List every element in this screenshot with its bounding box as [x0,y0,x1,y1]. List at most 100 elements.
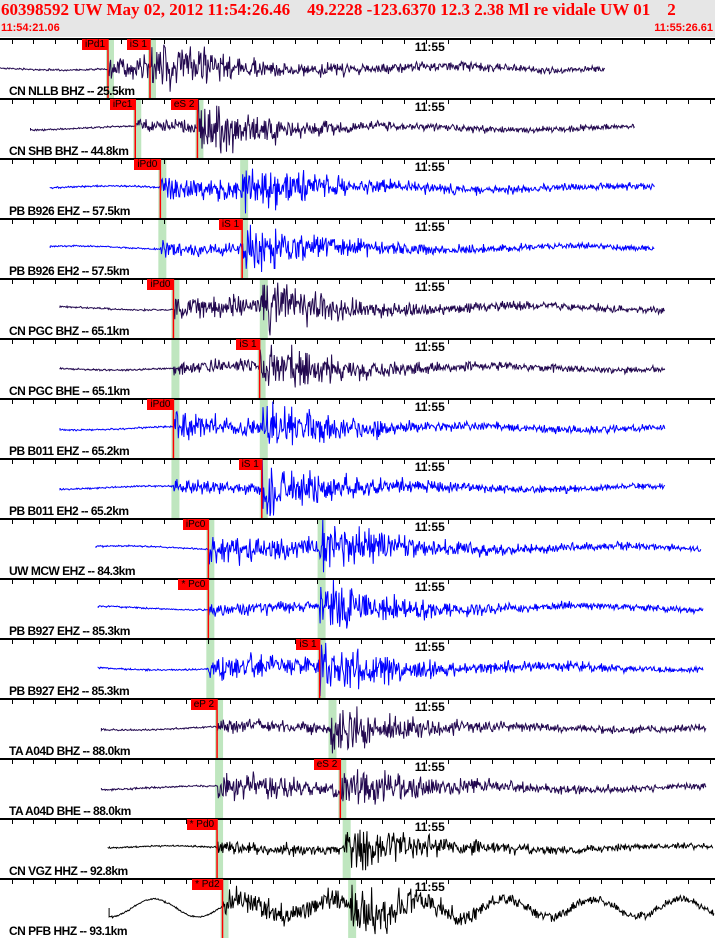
station-label: PB B926 EHZ -- 57.5km [9,204,130,218]
phase-window-band [240,218,249,278]
pick-label[interactable]: iS 1 [296,639,320,650]
phase-window-band [317,638,326,698]
waveform [100,706,707,754]
minute-label: 11:55 [414,700,445,714]
phase-window-band [206,518,215,578]
pick-label[interactable]: eS 2 [313,759,341,770]
minute-label: 11:55 [414,580,445,594]
pick-label[interactable]: iPc0 [182,519,209,530]
trace-row[interactable]: 11:55 CN PFB HHZ -- 93.1km * Pd2 [0,878,715,938]
pick-label[interactable]: iPd0 [134,159,161,170]
waveform [100,769,707,805]
pick-label[interactable]: eS 2 [170,99,198,110]
trace-row[interactable]: 11:55 TA A04D BHZ -- 88.0km eP 2 [0,698,715,758]
station-label: TA A04D BHZ -- 88.0km [9,744,131,758]
station-label: TA A04D BHE -- 88.0km [9,804,131,818]
pick-label[interactable]: eP 2 [190,699,218,710]
minute-label: 11:55 [414,880,445,894]
trace-row[interactable]: 11:55 PB B927 EHZ -- 85.3km * Pc0 [0,578,715,638]
trace-row[interactable]: 11:55 CN NLLB BHZ -- 25.5km iPd1 iS 1 [0,38,715,98]
waveform [49,168,655,214]
pick-label[interactable]: iS 1 [126,39,150,50]
phase-window-band [171,458,180,518]
station-label: CN NLLB BHZ -- 25.5km [9,84,135,98]
window-start-time: 11:54:21.06 [1,22,60,34]
station-label: PB B011 EHZ -- 65.2km [9,444,130,458]
minute-label: 11:55 [414,460,445,474]
minute-label: 11:55 [414,340,445,354]
pick-label[interactable]: * Pd0 [186,819,218,830]
waveform [95,519,702,573]
trace-plot[interactable] [0,158,715,218]
trace-row[interactable]: 11:55 CN PGC BHZ -- 65.1km iPd0 [0,278,715,338]
station-label: PB B926 EH2 -- 57.5km [9,264,130,278]
station-label: PB B927 EHZ -- 85.3km [9,624,130,638]
phase-window-band [133,98,142,158]
trace-row[interactable]: 11:55 CN VGZ HHZ -- 92.8km * Pd0 [0,818,715,878]
waveform [30,99,635,154]
minute-label: 11:55 [414,280,445,294]
trace-plot[interactable] [0,278,715,338]
trace-plot[interactable] [0,578,715,638]
station-label: CN VGZ HHZ -- 92.8km [9,864,128,878]
trace-plot[interactable] [0,38,715,98]
trace-row[interactable]: 11:55 CN SHB BHZ -- 44.8km iPc1 eS 2 [0,98,715,158]
trace-plot[interactable] [0,518,715,578]
pick-label[interactable]: * Pc0 [178,579,209,590]
station-label: CN PGC BHZ -- 65.1km [9,324,130,338]
minute-label: 11:55 [414,160,445,174]
waveform [49,224,655,273]
minute-label: 11:55 [414,820,445,834]
phase-window-band [158,158,167,218]
pick-label[interactable]: iPd0 [147,399,174,410]
station-label: UW MCW EHZ -- 84.3km [9,564,136,578]
waveform [59,401,666,446]
minute-label: 11:55 [414,760,445,774]
pick-label[interactable]: iPc1 [109,99,136,110]
waveform [0,44,606,92]
waveform [97,642,704,697]
event-title: 60398592 UW May 02, 2012 11:54:26.46 49.… [1,0,676,19]
phase-window-band [215,758,224,818]
trace-row[interactable]: 11:55 PB B926 EHZ -- 57.5km iPd0 [0,158,715,218]
pick-label[interactable]: iS 1 [218,219,243,230]
phase-window-band [328,698,337,758]
trace-row[interactable]: 11:55 PB B011 EH2 -- 65.2km iS 1 [0,458,715,518]
trace-row[interactable]: 11:55 CN PGC BHE -- 65.1km iS 1 [0,338,715,398]
station-label: CN SHB BHZ -- 44.8km [9,144,129,158]
phase-window-band [240,158,249,218]
trace-row[interactable]: 11:55 UW MCW EHZ -- 84.3km iPc0 [0,518,715,578]
pick-label[interactable]: iPd1 [81,39,108,50]
phase-window-band [215,818,224,878]
waveform [59,459,666,517]
pick-label[interactable]: iS 1 [238,459,262,470]
station-label: PB B011 EH2 -- 65.2km [9,504,129,518]
station-label: PB B927 EH2 -- 85.3km [9,684,130,698]
pick-label[interactable]: iPd0 [147,279,174,290]
minute-label: 11:55 [414,40,445,54]
trace-plot[interactable] [0,638,715,698]
waveform [107,829,714,871]
minute-label: 11:55 [414,220,445,234]
trace-plot[interactable] [0,398,715,458]
minute-label: 11:55 [414,400,445,414]
trace-row[interactable]: 11:55 PB B011 EHZ -- 65.2km iPd0 [0,398,715,458]
trace-plot[interactable] [0,458,715,518]
waveform [97,579,704,629]
waveform [59,282,665,336]
phase-window-band [317,578,326,638]
trace-row[interactable]: 11:55 PB B927 EH2 -- 85.3km iS 1 [0,638,715,698]
minute-label: 11:55 [414,100,445,114]
event-header: 60398592 UW May 02, 2012 11:54:26.46 49.… [0,0,715,37]
pick-label[interactable]: iS 1 [236,339,260,350]
trace-plot[interactable] [0,698,715,758]
trace-row[interactable]: 11:55 PB B926 EH2 -- 57.5km iS 1 [0,218,715,278]
trace-plot[interactable] [0,758,715,818]
minute-label: 11:55 [414,520,445,534]
pick-label[interactable]: * Pd2 [192,879,223,890]
trace-row[interactable]: 11:55 TA A04D BHE -- 88.0km eS 2 [0,758,715,818]
phase-window-band [206,638,215,698]
waveform [108,884,715,935]
station-label: CN PGC BHE -- 65.1km [9,384,130,398]
station-label: CN PFB HHZ -- 93.1km [9,924,128,938]
